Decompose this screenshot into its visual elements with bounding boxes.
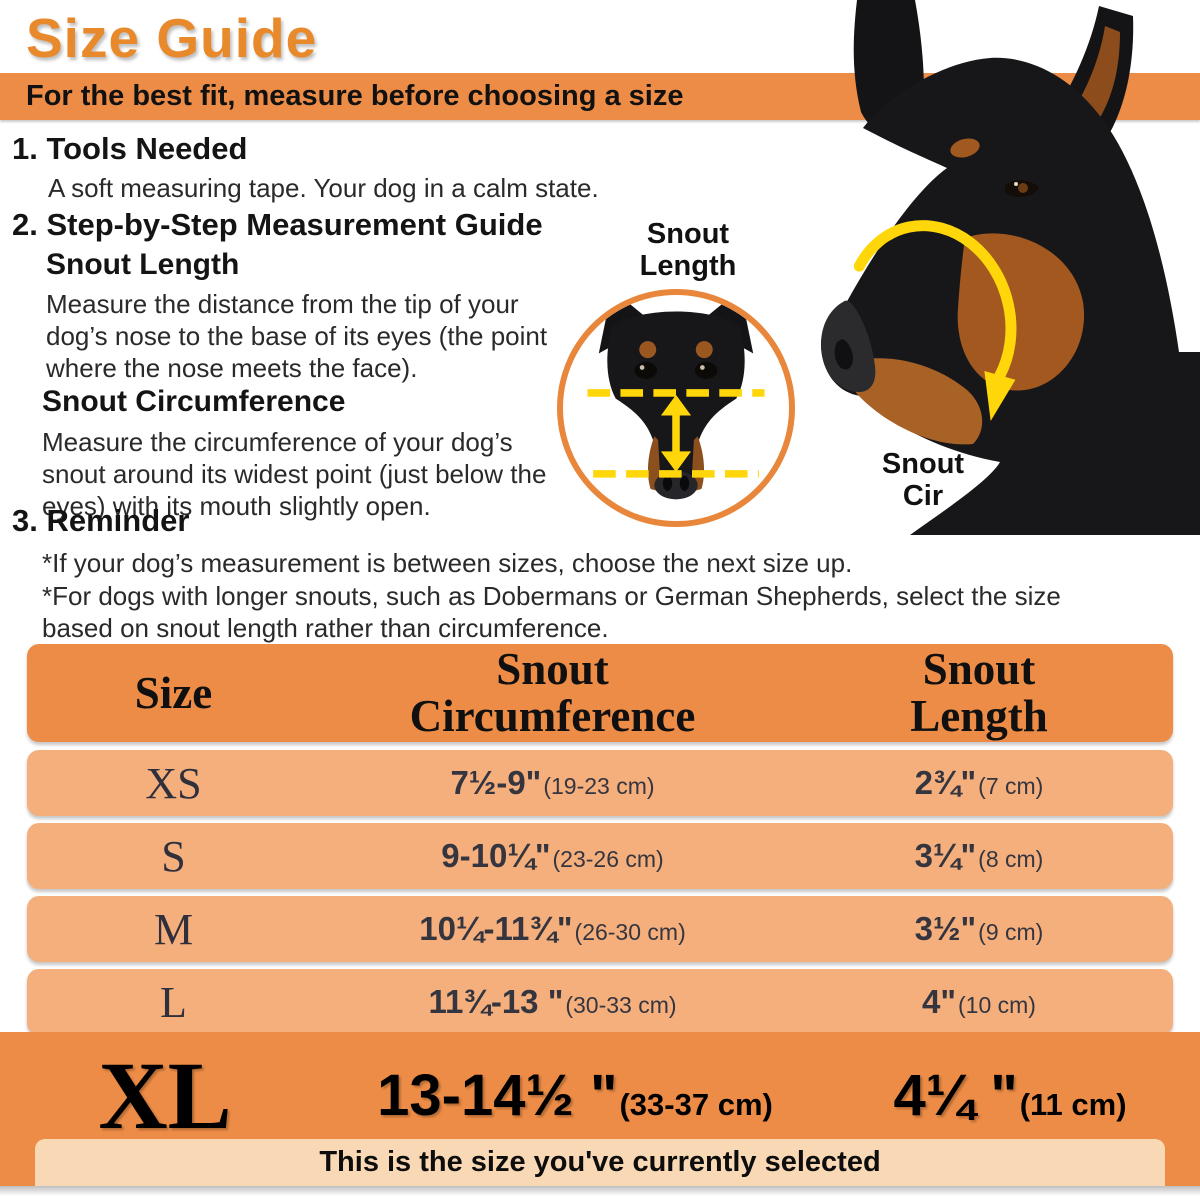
profile-iris xyxy=(1018,183,1028,193)
reminder-note-2: *For dogs with longer snouts, such as Do… xyxy=(42,581,1061,644)
left-nostril xyxy=(662,475,673,491)
snout-length-heading: Snout Length xyxy=(46,248,240,281)
size-label: M xyxy=(153,904,194,954)
circumference-arrowhead xyxy=(984,371,1016,421)
snout-circumference-body: Measure the circumference of your dog’s … xyxy=(42,427,547,522)
table-row-l: L 11¾-13 " (30-33 cm) 4" (10 cm) xyxy=(27,969,1173,1035)
length-value: 4" xyxy=(922,983,957,1020)
size-label: L xyxy=(160,977,187,1027)
right-eye-glint xyxy=(700,365,705,370)
snout-length-body: Measure the distance from the tip of you… xyxy=(46,289,548,384)
subtitle-text: For the best fit, measure before choosin… xyxy=(26,80,684,112)
selected-size-row: XL 13-14½ " (33-37 cm) 4¼ " (11 cm) xyxy=(0,1040,1200,1149)
page-title: Size Guide xyxy=(26,7,318,69)
snout-length-diagram xyxy=(557,289,795,527)
length-cm: (8 cm) xyxy=(978,846,1044,872)
profile-nostril xyxy=(834,339,853,370)
circumference-value: 9-10¼" xyxy=(441,837,551,874)
left-eye-glint xyxy=(639,365,645,370)
dog-profile-illustration xyxy=(821,0,1200,536)
right-brow-marking xyxy=(695,341,713,359)
left-brow-marking xyxy=(639,341,657,359)
bottom-edge-strip xyxy=(0,1186,1200,1200)
snout-circumference-diagram xyxy=(815,0,1200,536)
selected-length-value: 4¼ " xyxy=(893,1063,1018,1128)
selected-length-cm: (11 cm) xyxy=(1019,1087,1127,1122)
snout-length-arrow-down-icon xyxy=(660,451,692,473)
selected-size-band: XL 13-14½ " (33-37 cm) 4¼ " (11 cm) This i… xyxy=(0,1032,1200,1186)
circumference-value: 11¾-13 " xyxy=(428,983,564,1020)
selected-note-banner: This is the size you've currently select… xyxy=(35,1139,1165,1186)
length-cm: (9 cm) xyxy=(978,919,1044,945)
circumference-arrow-arc xyxy=(853,220,1017,381)
reminder-note-1: *If your dog’s measurement is between si… xyxy=(42,548,853,578)
length-cm: (10 cm) xyxy=(958,992,1036,1018)
right-eye xyxy=(694,361,718,379)
profile-eye-glint xyxy=(1014,182,1018,186)
length-value: 3½" xyxy=(914,910,977,947)
snout-length-diagram-label: Snout Length xyxy=(639,218,737,283)
snout-cir-diagram-label: Snout Cir xyxy=(881,448,965,513)
reminder-heading: 3. Reminder xyxy=(12,503,190,538)
circumference-arrow-icon xyxy=(853,220,1017,421)
size-table-header: Size Snout Circumference Snout Length xyxy=(27,644,1173,742)
size-label: S xyxy=(161,831,186,881)
circumference-value: 10¼-11¾" xyxy=(419,910,573,947)
circumference-cm: (19-23 cm) xyxy=(543,773,655,799)
selected-size-label: XL xyxy=(98,1042,232,1149)
chin-marking xyxy=(849,358,983,445)
circumference-value: 7½-9" xyxy=(450,764,542,801)
profile-brow-marking xyxy=(950,138,980,158)
length-value: 3¼" xyxy=(914,837,977,874)
table-row-xs: XS 7½-9" (19-23 cm) 2¾" (7 cm) xyxy=(27,750,1173,816)
circumference-cm: (30-33 cm) xyxy=(565,992,677,1018)
table-row-s: S 9-10¼" (23-26 cm) 3¼" (8 cm) xyxy=(27,823,1173,889)
tools-needed-body: A soft measuring tape. Your dog in a cal… xyxy=(48,173,599,203)
table-row-m: M 10¼-11¾" (26-30 cm) 3½" (9 cm) xyxy=(27,896,1173,962)
tools-needed-heading: 1. Tools Needed xyxy=(12,131,248,166)
selected-circumference-cm: (33-37 cm) xyxy=(619,1087,773,1122)
length-cm: (7 cm) xyxy=(978,773,1044,799)
selected-note-text: This is the size you've currently select… xyxy=(319,1146,881,1178)
selected-circumference-value: 13-14½ " xyxy=(377,1063,618,1128)
dog-front-illustration xyxy=(587,295,765,500)
right-nostril xyxy=(679,475,690,491)
circumference-cm: (26-30 cm) xyxy=(574,919,686,945)
snout-circumference-heading: Snout Circumference xyxy=(42,385,346,418)
header-snout-length: Snout Length xyxy=(910,644,1048,741)
cheek-marking xyxy=(957,233,1085,391)
header-size: Size xyxy=(134,667,213,718)
size-label: XS xyxy=(145,758,202,808)
circumference-cm: (23-26 cm) xyxy=(552,846,664,872)
step-guide-heading: 2. Step-by-Step Measurement Guide xyxy=(12,207,543,242)
length-value: 2¾" xyxy=(914,764,977,801)
left-eye xyxy=(634,361,658,379)
snout-length-arrow-up-icon xyxy=(660,394,692,416)
header-snout-circumference: Snout Circumference xyxy=(409,644,696,741)
